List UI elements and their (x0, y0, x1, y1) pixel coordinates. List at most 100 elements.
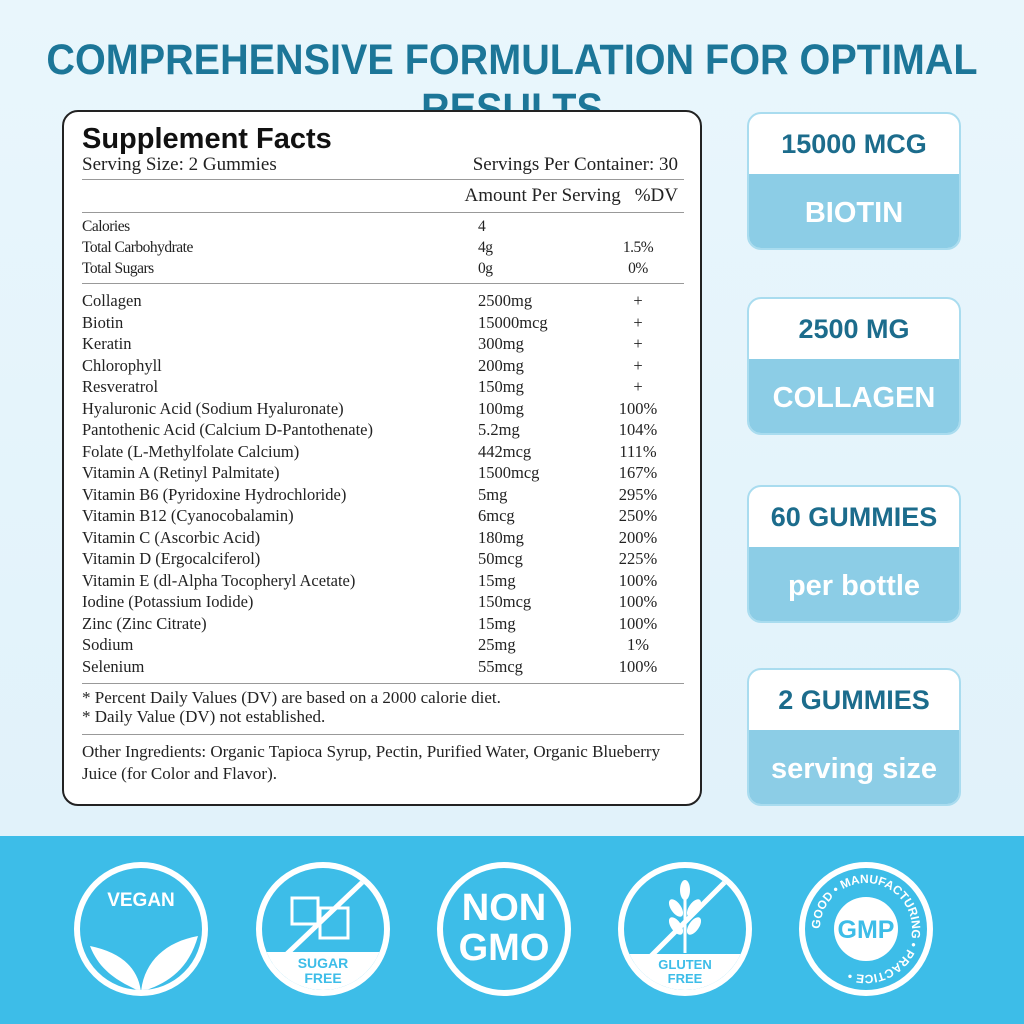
nutrient-dv: 100% (618, 656, 658, 676)
nutrient-name: Keratin (82, 334, 132, 353)
gluten-free-icon: GLUTEN FREE (618, 862, 752, 996)
nutrient-name: Vitamin E (dl-Alpha Tocopheryl Acetate) (82, 570, 356, 590)
amount-header: Amount Per Serving (464, 185, 621, 206)
nutrient-row: Calories 4 (82, 216, 684, 237)
nutrient-row: Resveratrol 150mg + (82, 376, 684, 398)
sugar-free-icon: SUGAR FREE (256, 862, 390, 996)
nutrient-row: Keratin 300mg + (82, 333, 684, 355)
nutrient-name: Collagen (82, 291, 142, 310)
nutrient-dv: 104% (618, 420, 658, 439)
badge-value: 2500 MG (798, 313, 910, 344)
nutrient-amount: 180mg (478, 527, 524, 547)
badge-value: 15000 MCG (781, 128, 927, 159)
nutrient-row: Chlorophyll 200mg + (82, 355, 684, 377)
non-gmo-icon: NON GMO (437, 862, 571, 996)
footnote-not-established: * Daily Value (DV) not established. (82, 707, 326, 726)
wheat-icon (642, 876, 731, 965)
badge-value: 2 GUMMIES (778, 684, 930, 715)
nutrient-amount: 300mg (478, 334, 524, 353)
badge-label: COLLAGEN (749, 359, 959, 433)
nutrient-amount: 150mg (478, 377, 524, 396)
nutrient-amount: 5.2mg (478, 420, 520, 439)
divider (82, 734, 684, 735)
badge-serving: 2 GUMMIES serving size (747, 668, 961, 806)
nutrient-amount: 150mcg (478, 592, 532, 611)
nutrient-row: Collagen 2500mg + (82, 290, 684, 312)
nutrient-name: Total Sugars (82, 260, 154, 277)
sugar-label: SUGAR (297, 955, 349, 971)
nutrient-dv: 100% (618, 570, 658, 590)
nutrient-amount: 15000mcg (478, 312, 548, 332)
nutrient-dv: + (633, 291, 643, 310)
free-label: FREE (304, 970, 342, 986)
nutrient-dv: 100% (618, 592, 658, 611)
badge-value: 60 GUMMIES (770, 501, 938, 532)
nutrient-amount: 4 (478, 218, 486, 235)
nutrient-dv: 295% (618, 484, 658, 504)
dv-header: %DV (634, 185, 678, 206)
nutrient-name: Resveratrol (82, 377, 159, 396)
nutrient-row: Vitamin D (Ergocalciferol) 50mcg 225% (82, 548, 684, 570)
non-label: NON (461, 887, 547, 929)
nutrient-dv: 200% (618, 527, 658, 547)
nutrient-name: Chlorophyll (82, 355, 162, 375)
nutrient-dv: 250% (618, 506, 658, 525)
nutrient-amount: 0g (478, 260, 493, 277)
svg-text:GMP: GMP (838, 916, 895, 944)
gmp-icon: GOOD • MANUFACTURING • PRACTICE • GMP (799, 862, 933, 996)
free-label: FREE (667, 971, 703, 986)
nutrient-dv: 100% (618, 398, 658, 418)
basic-rows: Calories 4 Total Carbohydrate 4g 1.5% Total S… (82, 216, 684, 279)
nutrient-dv: 1.5% (622, 239, 654, 256)
nutrient-name: Vitamin D (Ergocalciferol) (82, 549, 261, 568)
nutrient-row: Vitamin C (Ascorbic Acid) 180mg 200% (82, 527, 684, 549)
divider (82, 283, 684, 284)
divider (82, 683, 684, 684)
nutrient-row: Biotin 15000mcg + (82, 312, 684, 334)
badge-gummies: 60 GUMMIES per bottle (747, 485, 961, 623)
nutrient-dv: + (633, 377, 643, 396)
footnote-dv: * Percent Daily Values (DV) are based on… (82, 688, 501, 707)
gluten-label: GLUTEN (658, 957, 712, 972)
nutrient-dv: 167% (618, 463, 658, 482)
nutrient-row: Zinc (Zinc Citrate) 15mg 100% (82, 613, 684, 635)
nutrient-dv: 225% (618, 549, 658, 568)
nutrient-name: Pantothenic Acid (Calcium D-Pantothenate… (82, 420, 373, 439)
gmo-label: GMO (458, 927, 550, 969)
nutrient-row: Total Sugars 0g 0% (82, 258, 684, 279)
nutrient-row: Pantothenic Acid (Calcium D-Pantothenate… (82, 419, 684, 441)
nutrient-name: Zinc (Zinc Citrate) (82, 613, 207, 633)
nutrient-name: Sodium (82, 635, 134, 654)
nutrient-rows: Collagen 2500mg + Biotin 15000mcg + Keratin 300… (82, 290, 684, 677)
facts-heading: Supplement Facts (82, 123, 332, 155)
nutrient-name: Iodine (Potassium Iodide) (82, 592, 254, 611)
nutrient-name: Total Carbohydrate (82, 239, 193, 256)
nutrient-name: Vitamin A (Retinyl Palmitate) (82, 463, 280, 482)
vegan-icon: VEGAN (74, 862, 208, 996)
nutrient-amount: 2500mg (478, 291, 533, 310)
nutrient-amount: 6mcg (478, 506, 515, 525)
nutrient-amount: 4g (478, 239, 493, 256)
badge-label: serving size (749, 730, 959, 804)
nutrient-amount: 55mcg (478, 656, 523, 676)
nutrient-row: Vitamin B6 (Pyridoxine Hydrochloride) 5mg… (82, 484, 684, 506)
nutrient-row: Hyaluronic Acid (Sodium Hyaluronate) 100m… (82, 398, 684, 420)
other-ingredients: Other Ingredients: Organic Tapioca Syrup… (82, 742, 661, 783)
nutrient-name: Vitamin B12 (Cyanocobalamin) (82, 506, 294, 525)
nutrient-dv: + (633, 312, 643, 332)
nutrient-row: Vitamin E (dl-Alpha Tocopheryl Acetate) 1… (82, 570, 684, 592)
nutrient-amount: 15mg (478, 613, 516, 633)
nutrient-name: Hyaluronic Acid (Sodium Hyaluronate) (82, 398, 344, 418)
nutrient-name: Calories (82, 218, 130, 235)
nutrient-amount: 50mcg (478, 549, 523, 568)
nutrient-dv: + (633, 355, 643, 375)
nutrient-row: Vitamin A (Retinyl Palmitate) 1500mcg 167% (82, 462, 684, 484)
nutrient-row: Folate (L-Methylfolate Calcium) 442mcg 111… (82, 441, 684, 463)
page-title: COMPREHENSIVE FORMULATION FOR OPTIMAL RE… (46, 36, 978, 133)
nutrient-name: Vitamin B6 (Pyridoxine Hydrochloride) (82, 484, 347, 504)
vegan-label: VEGAN (107, 890, 175, 911)
badge-label: BIOTIN (749, 174, 959, 248)
supplement-facts-panel: Supplement Facts Serving Size: 2 Gummies… (62, 110, 702, 806)
badge-biotin: 15000 MCG BIOTIN (747, 112, 961, 250)
nutrient-dv: 1% (627, 635, 649, 654)
